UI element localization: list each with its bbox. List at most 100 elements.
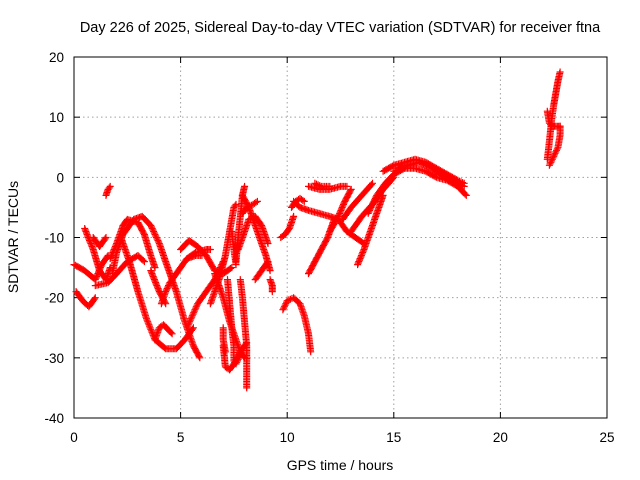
data-point <box>545 161 553 169</box>
data-series <box>277 212 298 241</box>
data-point <box>359 247 367 255</box>
data-point <box>231 202 239 210</box>
data-point <box>228 264 236 272</box>
data-series <box>117 234 197 353</box>
data-point <box>371 194 379 202</box>
data-point <box>264 258 272 266</box>
chart-title: Day 226 of 2025, Sidereal Day-to-day VTE… <box>80 20 601 36</box>
data-point <box>236 352 244 360</box>
data-point <box>553 146 560 154</box>
data-point <box>290 212 298 220</box>
data-point <box>189 324 197 332</box>
data-point <box>163 285 171 293</box>
x-tick-label: 15 <box>386 430 401 445</box>
data-point <box>299 196 307 204</box>
data-point <box>339 202 347 210</box>
y-tick-label: -10 <box>44 231 64 246</box>
data-point <box>236 351 244 359</box>
data-point <box>553 145 561 153</box>
data-point <box>168 330 176 338</box>
data-point <box>241 182 249 190</box>
data-point <box>550 152 558 160</box>
data-point <box>368 202 376 210</box>
data-series <box>354 191 387 269</box>
data-point <box>234 355 242 363</box>
data-point <box>311 179 319 187</box>
data-point <box>192 303 200 311</box>
data-point <box>244 203 252 211</box>
data-point <box>165 282 172 290</box>
data-series <box>238 197 261 217</box>
data-point <box>191 306 199 314</box>
data-point <box>150 228 158 235</box>
data-point <box>243 384 251 392</box>
data-series <box>543 68 564 163</box>
data-point <box>343 182 351 190</box>
data-point <box>206 246 214 253</box>
data-point <box>232 200 240 208</box>
data-point <box>369 200 376 208</box>
x-tick-label: 0 <box>70 430 78 445</box>
data-point <box>188 312 196 320</box>
axis-ticks <box>73 56 608 419</box>
data-point <box>81 225 89 232</box>
data-series <box>305 182 351 193</box>
data-point <box>149 226 157 234</box>
data-point <box>316 182 324 190</box>
data-point <box>358 250 366 258</box>
y-tick-label: -40 <box>44 411 64 426</box>
data-point <box>369 199 377 207</box>
data-point <box>195 353 203 360</box>
data-series <box>234 212 272 253</box>
data-series <box>219 324 229 356</box>
data-series <box>81 225 114 284</box>
data-point <box>221 348 229 356</box>
y-tick-label: -20 <box>44 291 64 306</box>
data-point <box>147 222 155 229</box>
data-point <box>279 306 287 314</box>
x-tick-label: 25 <box>599 430 614 445</box>
data-point <box>300 197 308 205</box>
data-point <box>551 149 559 157</box>
data-point <box>266 267 274 275</box>
data-point <box>184 321 192 329</box>
data-point <box>150 229 158 237</box>
data-point <box>552 148 560 156</box>
y-tick-label: 0 <box>56 170 64 185</box>
data-point <box>91 276 99 284</box>
data-point <box>282 300 290 308</box>
data-point <box>548 157 556 165</box>
data-point <box>367 181 375 189</box>
data-point <box>546 160 554 168</box>
data-point <box>365 208 373 216</box>
data-point <box>102 234 110 241</box>
data-point <box>106 182 114 190</box>
x-axis-label: GPS time / hours <box>287 457 394 473</box>
data-series <box>224 276 244 368</box>
data-point <box>162 286 170 294</box>
data-point <box>154 237 162 244</box>
data-series <box>72 288 99 311</box>
y-tick-label: -30 <box>44 351 64 366</box>
data-point <box>164 283 172 291</box>
data-point <box>189 310 197 318</box>
data-series <box>151 321 176 344</box>
data-markers <box>70 68 564 392</box>
data-point <box>148 225 156 232</box>
data-point <box>370 197 378 205</box>
data-point <box>122 249 130 256</box>
y-tick-label: 20 <box>49 50 64 65</box>
data-point <box>548 155 556 163</box>
data-point <box>549 154 557 162</box>
data-point <box>280 304 288 312</box>
data-point <box>356 255 364 263</box>
data-point <box>460 182 468 190</box>
data-point <box>235 354 243 362</box>
data-point <box>314 181 322 189</box>
data-point <box>190 307 198 315</box>
data-point <box>346 187 354 195</box>
data-point <box>151 231 159 238</box>
x-axis-tick-labels: 0 5 10 15 20 25 <box>70 430 614 445</box>
data-point <box>280 303 288 311</box>
